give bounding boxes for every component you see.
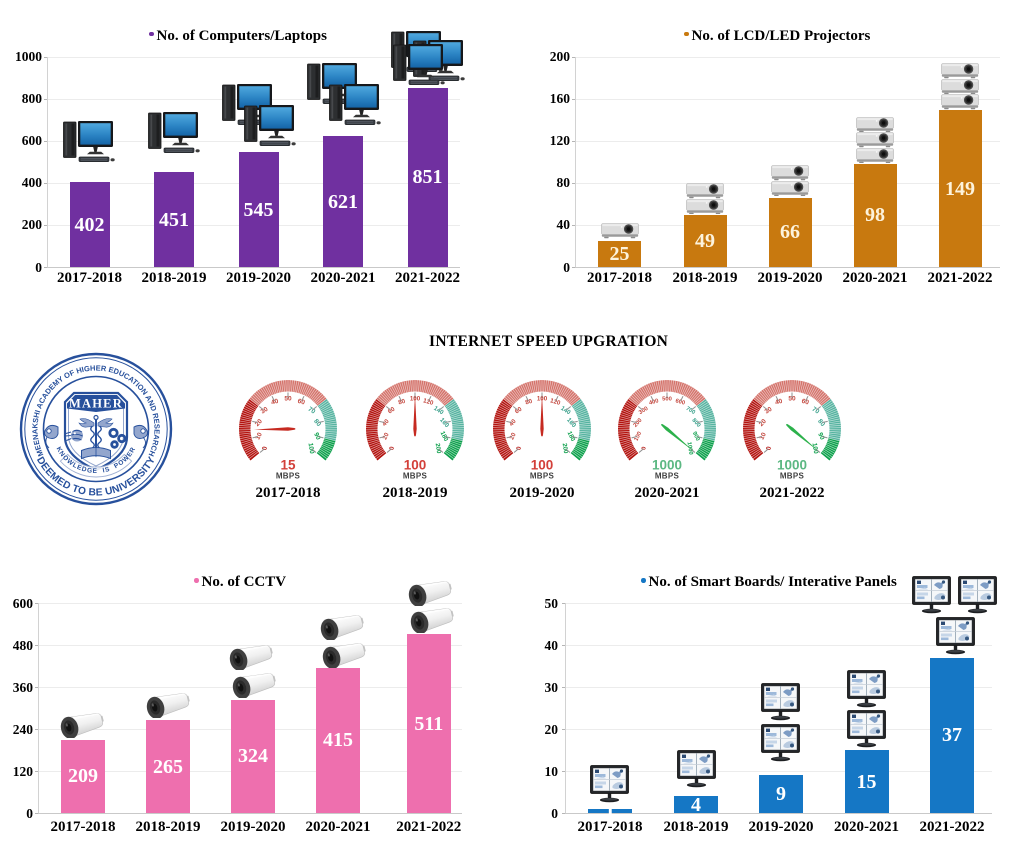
svg-text:1000: 1000 bbox=[652, 458, 682, 473]
svg-text:100: 100 bbox=[410, 396, 421, 403]
svg-text:80: 80 bbox=[398, 398, 407, 407]
svg-text:40: 40 bbox=[381, 418, 391, 428]
svg-text:400: 400 bbox=[648, 398, 659, 406]
svg-text:800: 800 bbox=[690, 418, 701, 429]
svg-text:MBPS: MBPS bbox=[655, 472, 680, 481]
svg-text:20: 20 bbox=[758, 418, 768, 428]
svg-text:30: 30 bbox=[764, 406, 774, 416]
svg-text:40: 40 bbox=[508, 418, 518, 428]
svg-text:140: 140 bbox=[559, 405, 572, 417]
svg-text:80: 80 bbox=[312, 418, 322, 428]
svg-text:0: 0 bbox=[261, 446, 269, 451]
svg-text:300: 300 bbox=[638, 406, 649, 416]
svg-text:200: 200 bbox=[633, 418, 644, 429]
svg-text:10: 10 bbox=[254, 431, 264, 441]
svg-text:90: 90 bbox=[312, 432, 322, 442]
svg-text:60: 60 bbox=[514, 406, 524, 416]
svg-text:MBPS: MBPS bbox=[530, 472, 555, 481]
svg-text:70: 70 bbox=[811, 406, 821, 416]
svg-text:50: 50 bbox=[788, 396, 796, 403]
svg-text:MBPS: MBPS bbox=[403, 472, 428, 481]
svg-text:0: 0 bbox=[515, 446, 523, 451]
svg-text:MBPS: MBPS bbox=[780, 472, 805, 481]
svg-text:180: 180 bbox=[439, 430, 450, 443]
svg-text:900: 900 bbox=[691, 431, 701, 442]
svg-text:160: 160 bbox=[438, 417, 450, 430]
svg-text:40: 40 bbox=[774, 398, 783, 407]
svg-text:60: 60 bbox=[801, 398, 810, 407]
svg-text:20: 20 bbox=[381, 431, 391, 441]
svg-text:180: 180 bbox=[566, 430, 577, 443]
svg-text:80: 80 bbox=[525, 398, 534, 407]
svg-text:100: 100 bbox=[810, 442, 819, 454]
svg-text:90: 90 bbox=[816, 432, 826, 442]
svg-text:100: 100 bbox=[531, 458, 554, 473]
svg-text:15: 15 bbox=[280, 458, 296, 473]
svg-text:60: 60 bbox=[387, 406, 397, 416]
svg-text:140: 140 bbox=[432, 405, 445, 417]
svg-text:120: 120 bbox=[422, 397, 434, 407]
svg-text:80: 80 bbox=[816, 418, 826, 428]
svg-text:100: 100 bbox=[634, 431, 644, 442]
svg-text:600: 600 bbox=[675, 398, 686, 406]
svg-text:0: 0 bbox=[641, 446, 647, 450]
svg-text:100: 100 bbox=[537, 396, 548, 403]
svg-text:20: 20 bbox=[254, 418, 264, 428]
svg-text:10: 10 bbox=[758, 431, 768, 441]
svg-text:120: 120 bbox=[549, 397, 561, 407]
svg-text:30: 30 bbox=[260, 406, 270, 416]
svg-text:160: 160 bbox=[565, 417, 577, 430]
svg-text:0: 0 bbox=[765, 446, 773, 451]
svg-text:200: 200 bbox=[434, 443, 443, 455]
svg-text:1000: 1000 bbox=[777, 458, 807, 473]
svg-text:700: 700 bbox=[685, 406, 696, 416]
svg-text:MBPS: MBPS bbox=[276, 472, 301, 481]
svg-text:500: 500 bbox=[662, 397, 672, 403]
svg-text:20: 20 bbox=[508, 431, 518, 441]
svg-text:1000: 1000 bbox=[686, 442, 694, 456]
svg-text:0: 0 bbox=[388, 446, 396, 451]
svg-text:100: 100 bbox=[306, 442, 315, 454]
svg-text:50: 50 bbox=[284, 396, 292, 403]
svg-text:70: 70 bbox=[307, 406, 317, 416]
svg-text:100: 100 bbox=[404, 458, 427, 473]
svg-text:MAHER: MAHER bbox=[69, 397, 123, 411]
svg-text:40: 40 bbox=[270, 398, 279, 407]
svg-text:60: 60 bbox=[297, 398, 306, 407]
svg-text:200: 200 bbox=[561, 443, 570, 455]
